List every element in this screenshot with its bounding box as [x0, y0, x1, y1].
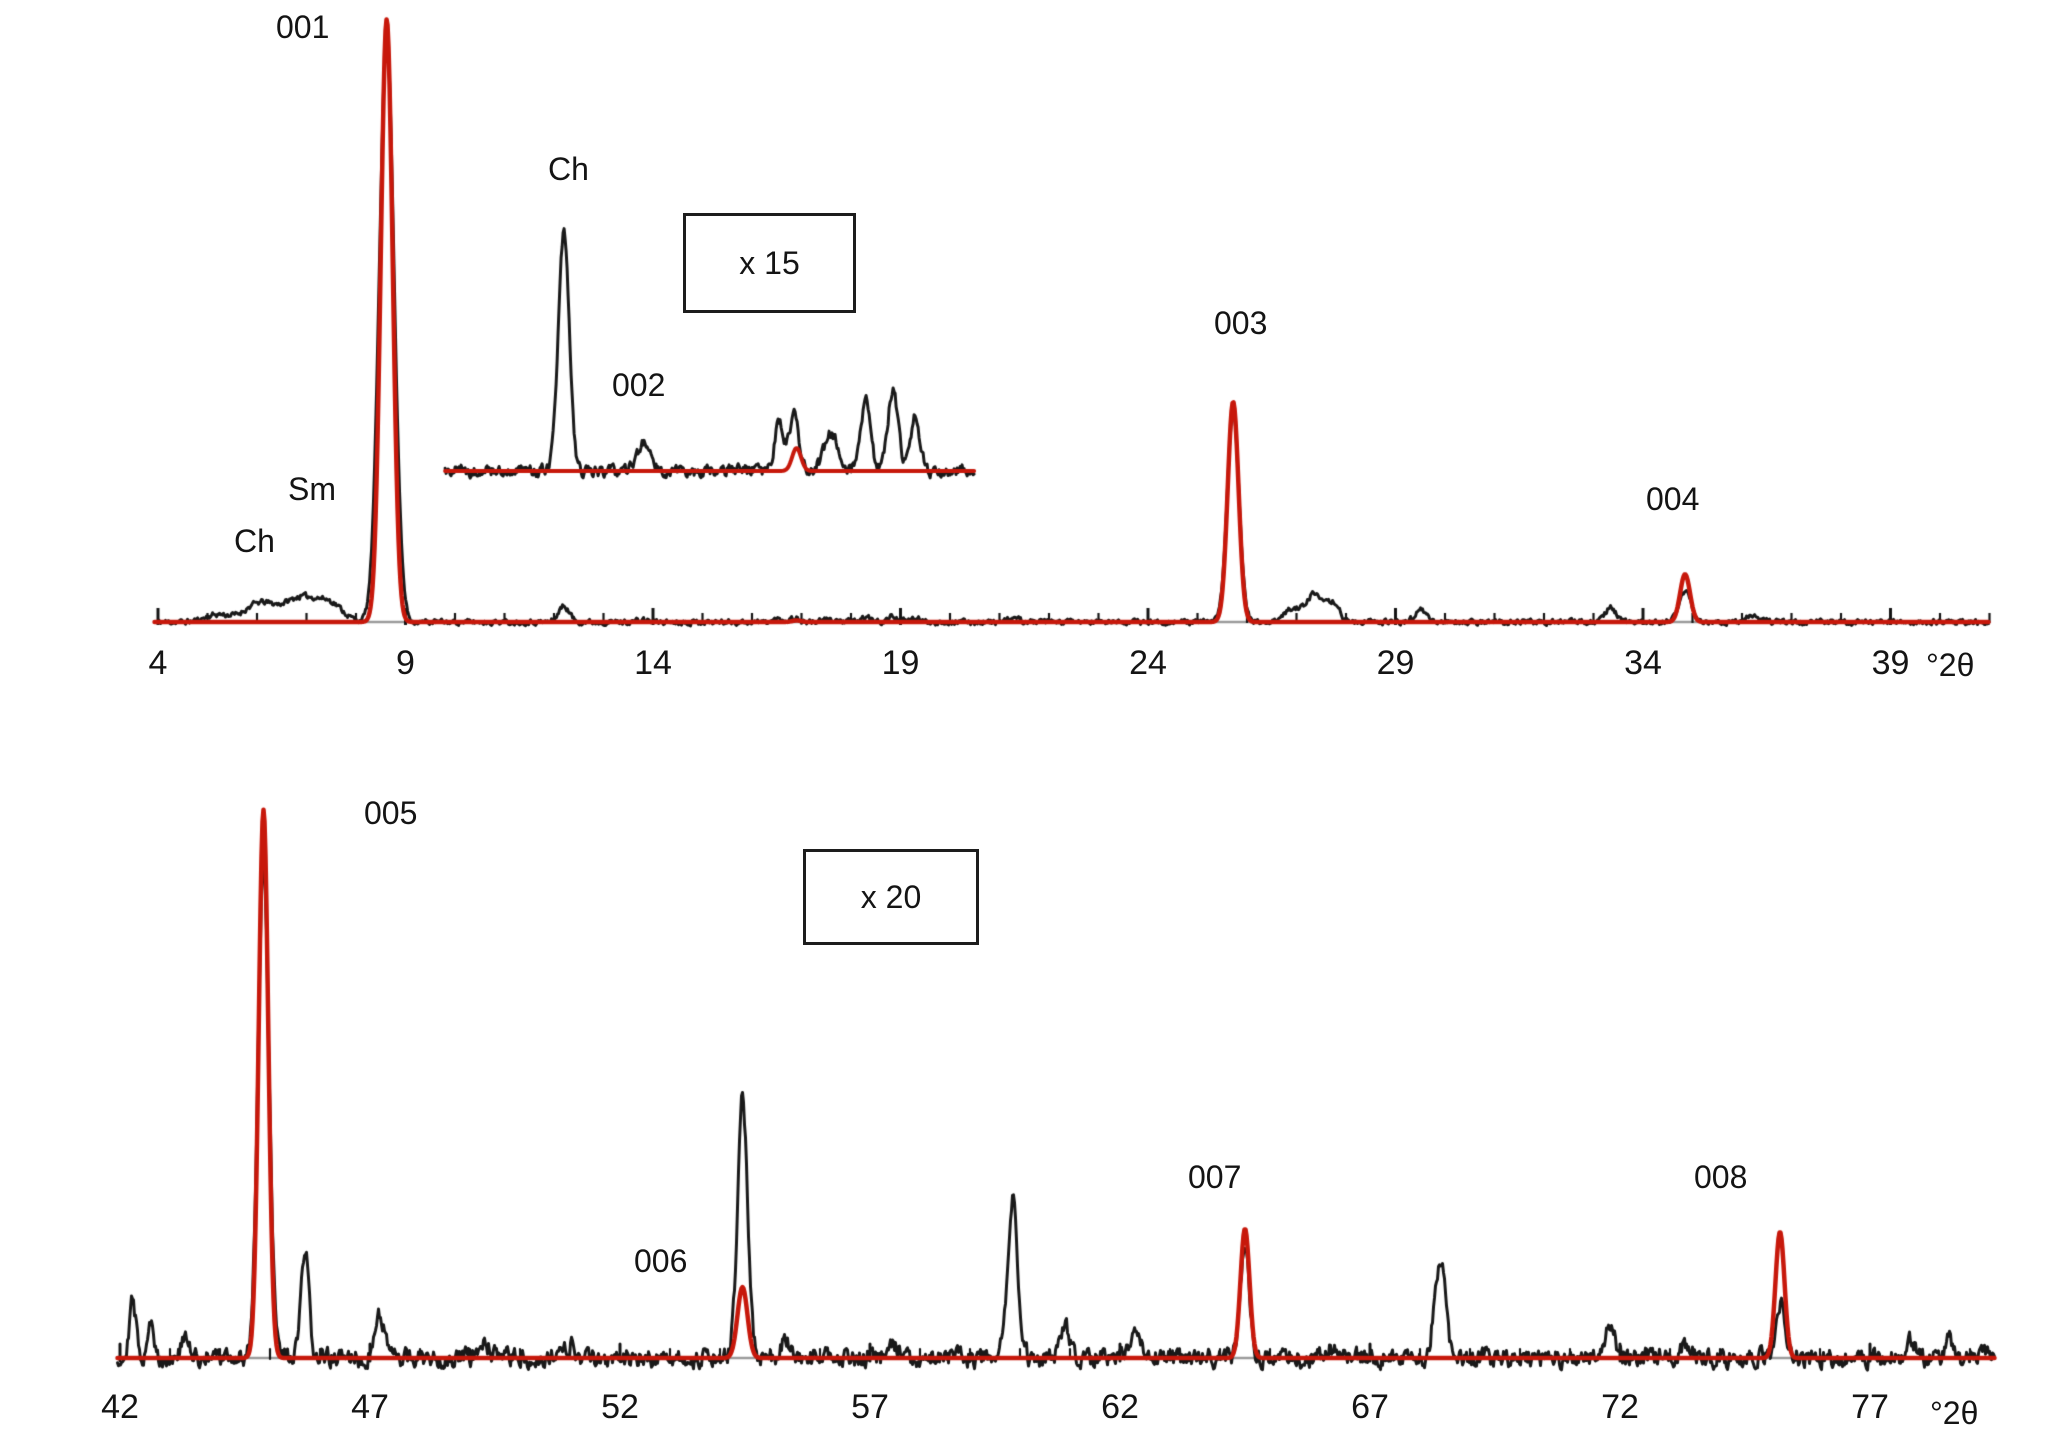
x-tick-label: 14: [634, 644, 672, 682]
x-tick-label: 62: [1101, 1388, 1139, 1426]
peak-label-008: 008: [1694, 1159, 1748, 1195]
x-tick-label: 72: [1601, 1388, 1639, 1426]
x-tick-label: 77: [1851, 1388, 1889, 1426]
x-tick-label: 67: [1351, 1388, 1389, 1426]
peak-label-004: 004: [1646, 481, 1700, 517]
x-tick-label: 24: [1129, 644, 1167, 682]
x-tick-label: 57: [851, 1388, 889, 1426]
x-tick-label: 47: [351, 1388, 389, 1426]
peak-label-sm: Sm: [288, 471, 336, 507]
x-axis-unit: °2θ: [1926, 647, 1975, 683]
x-tick-label: 29: [1376, 644, 1415, 682]
peak-label-ch: Ch: [234, 523, 275, 559]
x-tick-label: 34: [1624, 644, 1662, 682]
x-tick-label: 39: [1871, 644, 1910, 682]
magnification-box: x 20: [803, 849, 979, 945]
magnification-box: x 15: [683, 213, 856, 313]
peak-label-005: 005: [364, 795, 418, 831]
peak-label-003: 003: [1214, 305, 1268, 341]
x-tick-label: 9: [396, 644, 415, 682]
x-tick-label: 42: [101, 1388, 139, 1426]
peak-label-002: 002: [612, 367, 666, 403]
peak-label-007: 007: [1188, 1159, 1242, 1195]
peak-label-ch-inset: Ch: [548, 151, 589, 187]
x-tick-label: 4: [148, 644, 168, 682]
x-tick-label: 19: [881, 644, 920, 682]
x-tick-label: 52: [601, 1388, 639, 1426]
peak-label-001: 001: [276, 9, 330, 45]
x-axis-unit: °2θ: [1930, 1395, 1979, 1431]
peak-label-006: 006: [634, 1243, 688, 1279]
